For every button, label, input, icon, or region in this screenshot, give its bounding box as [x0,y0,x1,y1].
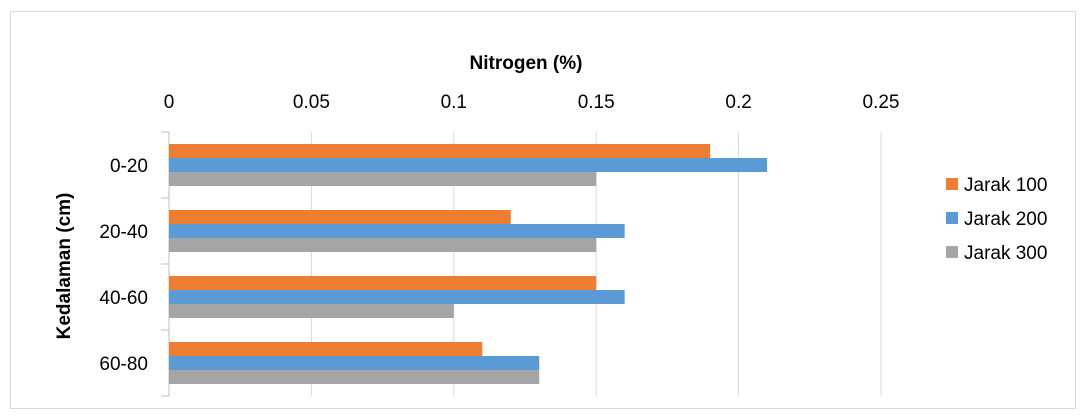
x-tick-label: 0.15 [578,92,615,113]
bar [169,356,540,370]
bar [169,144,711,158]
legend: Jarak 100 Jarak 200 Jarak 300 [946,175,1047,264]
y-tick-labels: 0-20 20-40 40-60 60-80 [99,156,148,375]
legend-label: Jarak 300 [964,243,1047,264]
legend-label: Jarak 200 [964,209,1047,230]
x-tick-label: 0.2 [725,92,751,113]
bar [169,276,597,290]
bar [169,238,597,252]
bar [169,342,483,356]
y-tick-label: 40-60 [99,288,148,309]
bars-layer [169,144,768,384]
axis-layer [161,131,170,397]
legend-swatch [946,246,958,258]
bar [169,290,625,304]
x-tick-labels: 0 0.05 0.1 0.15 0.2 0.25 [164,92,900,113]
bar [169,370,540,384]
x-tick-label: 0.05 [293,92,330,113]
x-tick-label: 0.25 [863,92,900,113]
y-tick-label: 20-40 [99,222,148,243]
legend-swatch [946,178,958,190]
y-axis-title: Kedalaman (cm) [54,193,75,340]
x-tick-label: 0 [164,92,175,113]
y-tick-label: 0-20 [110,156,148,177]
bar [169,158,768,172]
bar [169,172,597,186]
x-tick-label: 0.1 [441,92,467,113]
x-axis-title: Nitrogen (%) [470,53,583,74]
bar [169,304,454,318]
bar [169,224,625,238]
legend-label: Jarak 100 [964,175,1047,196]
bar [169,210,511,224]
legend-swatch [946,212,958,224]
y-tick-label: 60-80 [99,354,148,375]
